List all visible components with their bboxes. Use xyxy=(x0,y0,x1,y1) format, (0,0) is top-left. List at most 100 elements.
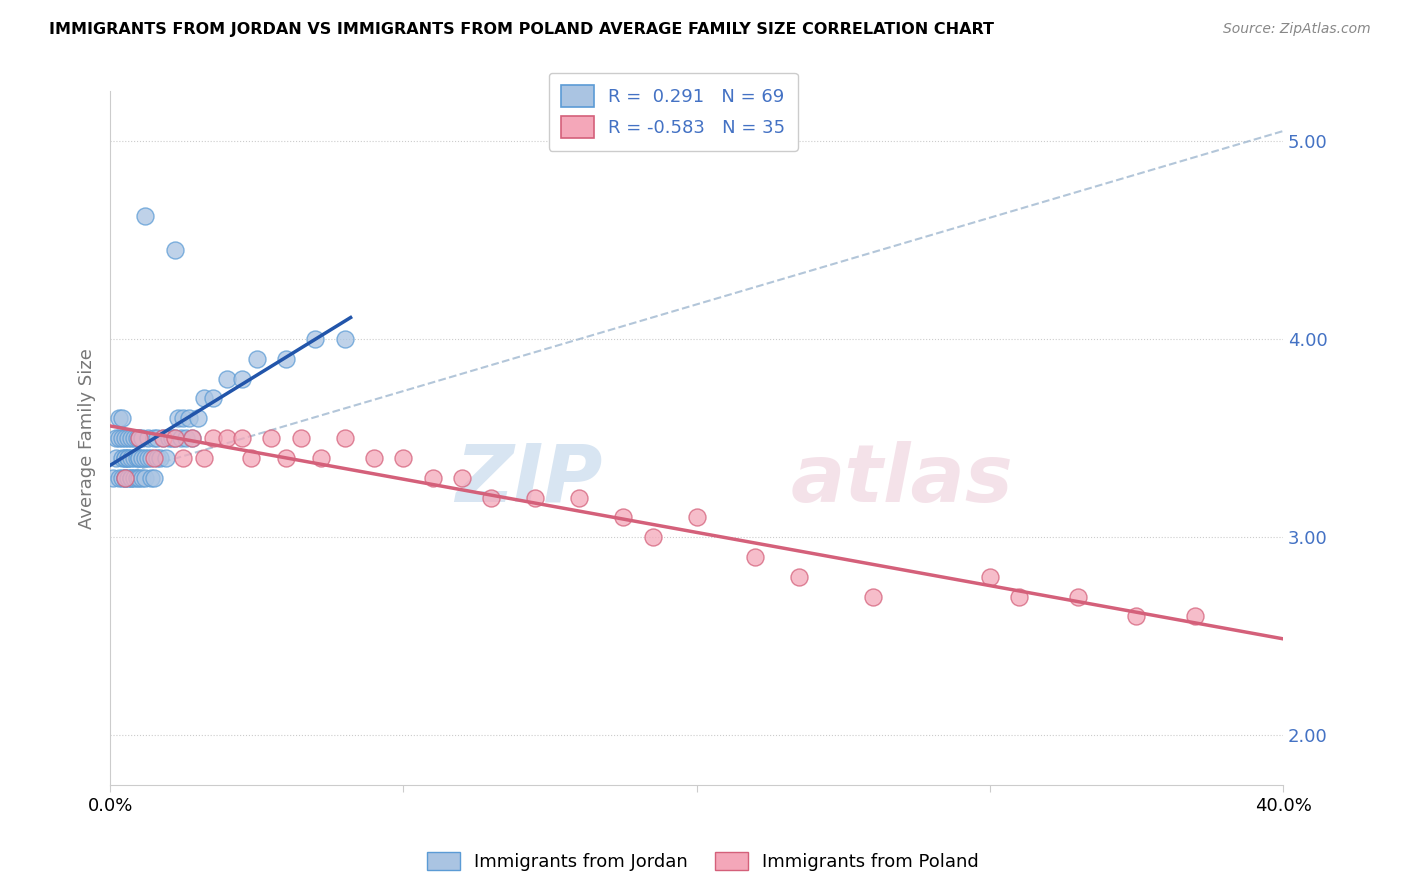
Point xyxy=(120,431,142,445)
Point xyxy=(146,450,169,465)
Point xyxy=(128,450,150,465)
Point xyxy=(146,431,169,445)
Point xyxy=(149,450,172,465)
Point xyxy=(131,471,153,485)
Point xyxy=(136,450,159,465)
Point xyxy=(172,411,194,425)
Point xyxy=(114,471,136,485)
Point xyxy=(125,431,148,445)
Point xyxy=(363,450,385,465)
Point xyxy=(125,471,148,485)
Point xyxy=(131,450,153,465)
Point xyxy=(333,431,356,445)
Point xyxy=(114,450,136,465)
Legend: R =  0.291   N = 69, R = -0.583   N = 35: R = 0.291 N = 69, R = -0.583 N = 35 xyxy=(548,73,797,151)
Point xyxy=(193,450,215,465)
Point xyxy=(201,431,224,445)
Point xyxy=(134,471,156,485)
Legend: Immigrants from Jordan, Immigrants from Poland: Immigrants from Jordan, Immigrants from … xyxy=(420,845,986,879)
Point xyxy=(108,411,131,425)
Point xyxy=(217,372,239,386)
Point xyxy=(290,431,312,445)
Point xyxy=(239,450,262,465)
Point xyxy=(1125,609,1147,624)
Text: atlas: atlas xyxy=(790,441,1014,518)
Point xyxy=(392,450,415,465)
Point xyxy=(246,351,269,366)
Point xyxy=(1008,590,1031,604)
Point xyxy=(231,372,253,386)
Point xyxy=(157,431,180,445)
Point xyxy=(105,431,128,445)
Point xyxy=(111,450,134,465)
Point xyxy=(169,431,191,445)
Point xyxy=(114,471,136,485)
Point xyxy=(166,411,188,425)
Point xyxy=(862,590,884,604)
Point xyxy=(143,450,166,465)
Point xyxy=(141,450,163,465)
Point xyxy=(152,431,174,445)
Point xyxy=(1067,590,1090,604)
Point xyxy=(568,491,591,505)
Point xyxy=(111,431,134,445)
Point xyxy=(217,431,239,445)
Point xyxy=(136,431,159,445)
Point xyxy=(125,450,148,465)
Point xyxy=(122,450,145,465)
Point xyxy=(134,209,156,223)
Point xyxy=(108,471,131,485)
Point xyxy=(231,431,253,445)
Point xyxy=(120,450,142,465)
Point xyxy=(744,549,766,564)
Point xyxy=(979,570,1001,584)
Point xyxy=(612,510,634,524)
Point xyxy=(117,471,139,485)
Point xyxy=(1184,609,1206,624)
Point xyxy=(101,471,124,485)
Point xyxy=(524,491,547,505)
Point xyxy=(201,392,224,406)
Point xyxy=(787,570,810,584)
Point xyxy=(333,332,356,346)
Point xyxy=(304,332,326,346)
Point xyxy=(155,450,177,465)
Text: ZIP: ZIP xyxy=(456,441,603,518)
Point xyxy=(274,351,297,366)
Point xyxy=(134,450,156,465)
Point xyxy=(128,450,150,465)
Point xyxy=(128,431,150,445)
Text: Source: ZipAtlas.com: Source: ZipAtlas.com xyxy=(1223,22,1371,37)
Point xyxy=(685,510,707,524)
Point xyxy=(181,431,204,445)
Point xyxy=(114,431,136,445)
Point xyxy=(114,450,136,465)
Point xyxy=(422,471,444,485)
Point xyxy=(122,471,145,485)
Point xyxy=(260,431,283,445)
Point xyxy=(163,431,186,445)
Point xyxy=(143,431,166,445)
Point xyxy=(111,411,134,425)
Point xyxy=(152,431,174,445)
Point xyxy=(179,411,201,425)
Point xyxy=(131,431,153,445)
Point xyxy=(105,450,128,465)
Point xyxy=(181,431,204,445)
Point xyxy=(163,243,186,257)
Point xyxy=(128,471,150,485)
Point xyxy=(120,471,142,485)
Point xyxy=(193,392,215,406)
Point xyxy=(274,450,297,465)
Point xyxy=(117,431,139,445)
Point xyxy=(160,431,183,445)
Point xyxy=(143,471,166,485)
Point xyxy=(479,491,502,505)
Point xyxy=(120,471,142,485)
Point xyxy=(117,450,139,465)
Point xyxy=(141,471,163,485)
Y-axis label: Average Family Size: Average Family Size xyxy=(79,348,96,529)
Point xyxy=(176,431,198,445)
Text: IMMIGRANTS FROM JORDAN VS IMMIGRANTS FROM POLAND AVERAGE FAMILY SIZE CORRELATION: IMMIGRANTS FROM JORDAN VS IMMIGRANTS FRO… xyxy=(49,22,994,37)
Point xyxy=(311,450,333,465)
